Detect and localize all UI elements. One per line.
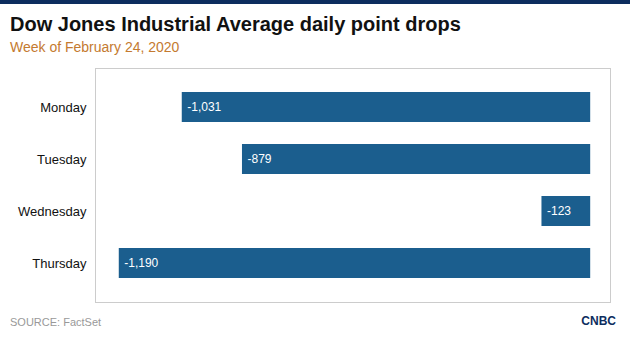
- html-text:SOURCE: FactSet: SOURCE: FactSet: [10, 316, 102, 328]
- svg-text:Thursday: Thursday: [32, 256, 87, 271]
- svg-text:Wednesday: Wednesday: [18, 204, 87, 219]
- svg-text:Tuesday: Tuesday: [37, 152, 87, 167]
- svg-text:-1,190: -1,190: [124, 256, 158, 270]
- html-text:CNBC: CNBC: [581, 314, 616, 328]
- svg-text:-123: -123: [547, 204, 571, 218]
- svg-text:-879: -879: [247, 152, 271, 166]
- svg-text:-1,031: -1,031: [187, 100, 221, 114]
- html-text:Dow Jones Industrial Average d: Dow Jones Industrial Average daily point…: [10, 13, 461, 35]
- svg-text:Monday: Monday: [40, 100, 87, 115]
- html-text:Week of February 24, 2020: Week of February 24, 2020: [10, 39, 180, 55]
